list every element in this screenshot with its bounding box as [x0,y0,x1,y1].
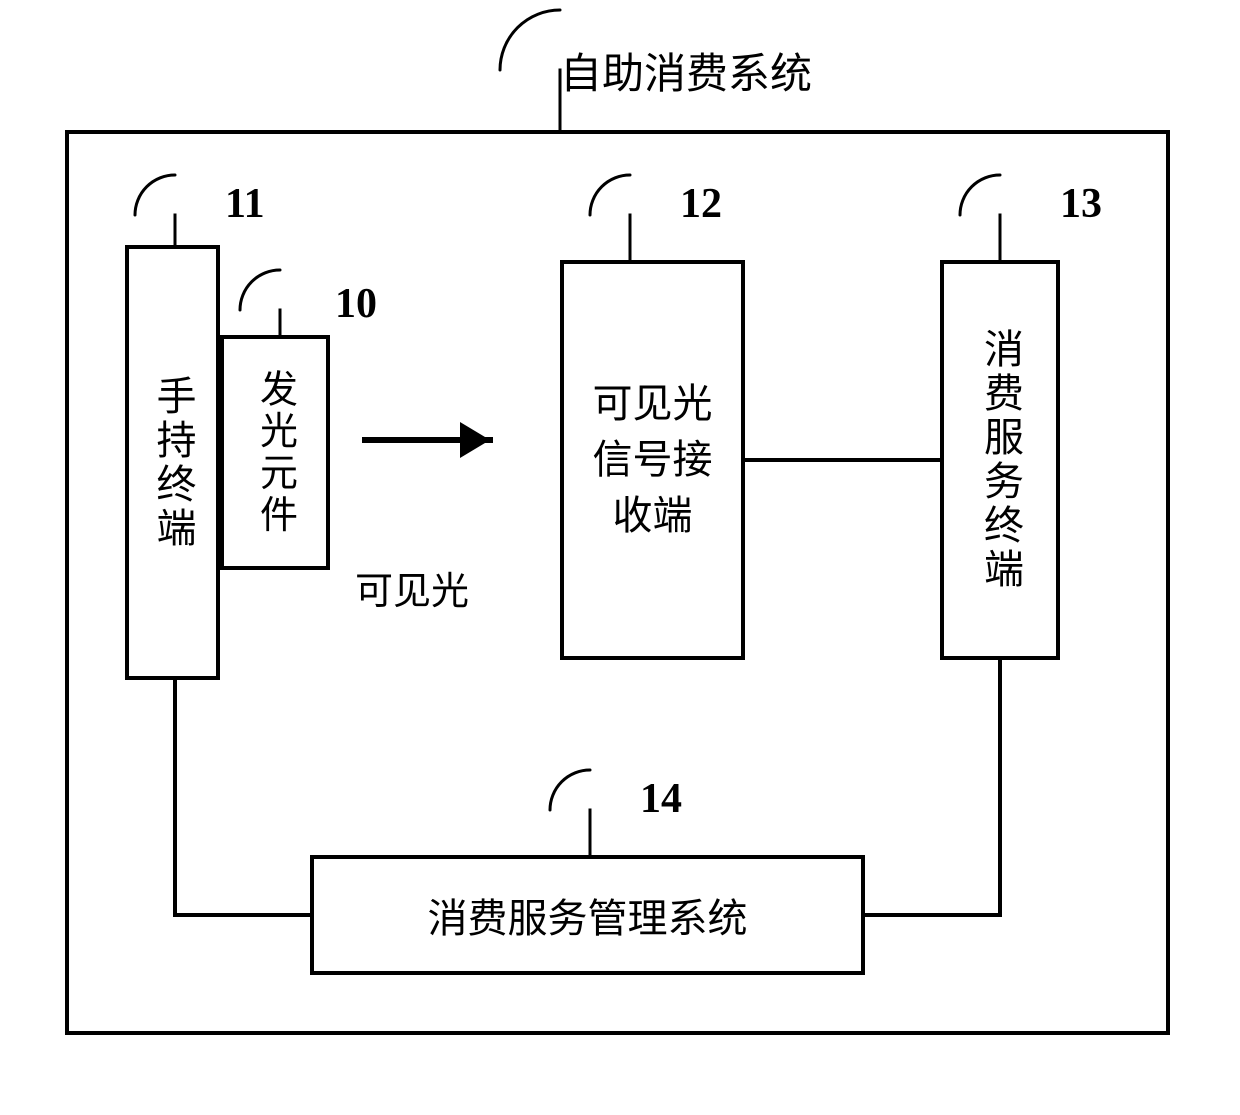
node-consumption-service-terminal: 消费服务终端 [940,260,1060,660]
node-consumption-service-management-system-number: 14 [640,775,682,823]
node-light-emitting-element-number: 10 [335,280,377,328]
node-consumption-service-management-system: 消费服务管理系统 [310,855,865,975]
node-visible-light-receiver: 可见光信号接收端 [560,260,745,660]
node-handheld-terminal-label: 手持终端 [144,375,202,551]
node-light-emitting-element: 发光元件 [220,335,330,570]
system-title: 自助消费系统 [560,40,812,101]
visible-light-text: 可见光 [355,560,469,615]
node-consumption-service-management-system-label: 消费服务管理系统 [428,886,748,944]
node-visible-light-receiver-label: 可见光信号接收端 [583,376,723,544]
node-light-emitting-element-label: 发光元件 [248,369,303,536]
node-consumption-service-terminal-label: 消费服务终端 [971,328,1029,592]
node-handheld-terminal-number: 11 [225,180,265,228]
node-handheld-terminal: 手持终端 [125,245,220,680]
node-consumption-service-terminal-number: 13 [1060,180,1102,228]
node-visible-light-receiver-number: 12 [680,180,722,228]
